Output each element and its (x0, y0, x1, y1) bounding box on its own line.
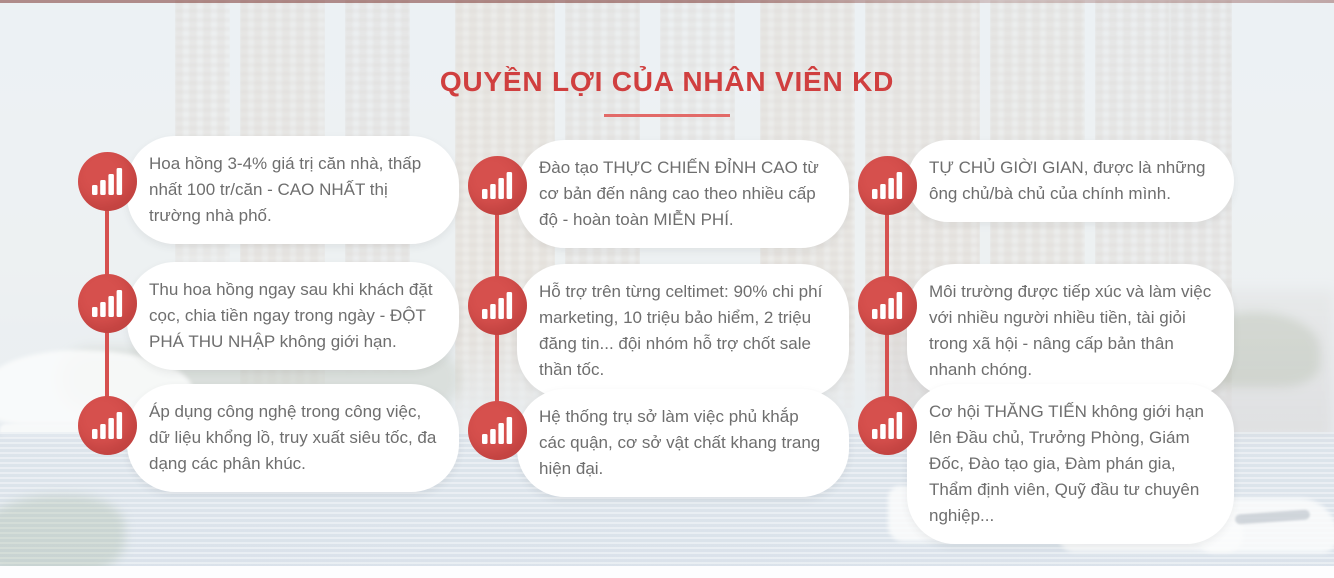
benefit-text: Cơ hội THĂNG TIẾN không giới hạn lên Đầu… (929, 402, 1204, 525)
benefit-card: Môi trường được tiếp xúc và làm việc với… (858, 264, 1234, 398)
bar-chart-icon (468, 401, 527, 460)
benefit-text: Hoa hồng 3-4% giá trị căn nhà, thấp nhất… (149, 154, 422, 225)
benefit-card: Áp dụng công nghệ trong công việc, dữ li… (78, 384, 459, 492)
benefit-card: Hỗ trợ trên từng celtimet: 90% chi phí m… (468, 264, 849, 398)
bg-yacht-windows (1234, 509, 1311, 525)
bar-chart-icon (78, 274, 137, 333)
benefit-text: Áp dụng công nghệ trong công việc, dữ li… (149, 402, 437, 473)
bar-chart-icon (858, 396, 917, 455)
benefit-text: Môi trường được tiếp xúc và làm việc với… (929, 282, 1212, 379)
bar-chart-icon (78, 396, 137, 455)
benefit-text: Đào tạo THỰC CHIẾN ĐỈNH CAO từ cơ bản đế… (539, 158, 819, 229)
page-title: QUYỀN LỢI CỦA NHÂN VIÊN KD (439, 66, 895, 97)
benefit-card: TỰ CHỦ GIỜI GIAN, được là những ông chủ/… (858, 140, 1234, 222)
bar-chart-icon (468, 156, 527, 215)
benefit-card: Hoa hồng 3-4% giá trị căn nhà, thấp nhất… (78, 136, 459, 244)
benefit-card: Hệ thống trụ sở làm việc phủ khắp các qu… (468, 389, 849, 497)
benefit-card: Cơ hội THĂNG TIẾN không giới hạn lên Đầu… (858, 384, 1234, 544)
bar-chart-icon (858, 156, 917, 215)
benefit-text: Thu hoa hồng ngay sau khi khách đặt cọc,… (149, 280, 433, 351)
bar-chart-icon (468, 276, 527, 335)
benefit-text: Hệ thống trụ sở làm việc phủ khắp các qu… (539, 407, 821, 478)
benefit-text: Hỗ trợ trên từng celtimet: 90% chi phí m… (539, 282, 823, 379)
benefit-card: Thu hoa hồng ngay sau khi khách đặt cọc,… (78, 262, 459, 370)
bar-chart-icon (78, 152, 137, 211)
bg-top-edge (0, 0, 1334, 3)
bar-chart-icon (858, 276, 917, 335)
title-underline (604, 114, 730, 117)
bg-palm-trees (0, 495, 125, 578)
bg-bottom-edge (0, 566, 1334, 578)
benefit-card: Đào tạo THỰC CHIẾN ĐỈNH CAO từ cơ bản đế… (468, 140, 849, 248)
benefit-text: TỰ CHỦ GIỜI GIAN, được là những ông chủ/… (929, 158, 1206, 203)
